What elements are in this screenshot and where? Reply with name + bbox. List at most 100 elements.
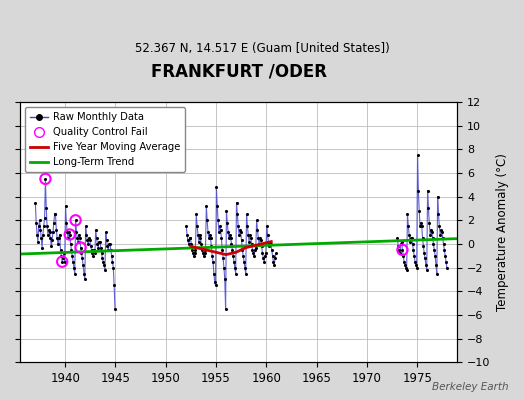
Point bbox=[270, 262, 278, 268]
Point bbox=[399, 253, 408, 259]
Point bbox=[222, 208, 231, 214]
Point bbox=[209, 258, 217, 265]
Point bbox=[256, 235, 264, 241]
Point bbox=[205, 235, 213, 241]
Point bbox=[88, 250, 96, 257]
Point bbox=[251, 247, 259, 253]
Point bbox=[422, 267, 431, 273]
Point bbox=[204, 229, 212, 235]
Point bbox=[41, 176, 50, 182]
Point bbox=[47, 243, 56, 250]
Point bbox=[64, 229, 73, 235]
Point bbox=[73, 235, 81, 241]
Point bbox=[429, 235, 437, 241]
Point bbox=[225, 235, 233, 241]
Point bbox=[71, 217, 80, 224]
Point bbox=[32, 220, 40, 226]
Point bbox=[212, 184, 221, 190]
Point bbox=[61, 203, 70, 209]
Point bbox=[206, 235, 215, 241]
Point bbox=[265, 243, 274, 250]
Point bbox=[230, 258, 238, 265]
Point bbox=[263, 223, 271, 230]
Point bbox=[62, 220, 71, 226]
Point bbox=[213, 203, 222, 209]
Point bbox=[401, 262, 409, 268]
Point bbox=[101, 267, 109, 273]
Point bbox=[268, 247, 276, 253]
Legend: Raw Monthly Data, Quality Control Fail, Five Year Moving Average, Long-Term Tren: Raw Monthly Data, Quality Control Fail, … bbox=[25, 107, 185, 172]
Point bbox=[434, 211, 443, 218]
Point bbox=[90, 247, 98, 253]
Point bbox=[50, 220, 58, 226]
Point bbox=[35, 217, 43, 224]
Point bbox=[56, 247, 64, 253]
Point bbox=[197, 241, 205, 247]
Point bbox=[71, 217, 80, 224]
Point bbox=[110, 282, 118, 288]
Point bbox=[93, 241, 102, 247]
Point bbox=[97, 250, 106, 257]
Point bbox=[72, 229, 81, 235]
Point bbox=[415, 208, 423, 214]
Point bbox=[191, 247, 200, 253]
Point bbox=[38, 244, 46, 251]
Point bbox=[226, 231, 234, 238]
Point bbox=[413, 152, 422, 158]
Point bbox=[403, 211, 412, 218]
Point bbox=[83, 237, 92, 244]
Point bbox=[420, 250, 429, 257]
Point bbox=[405, 231, 413, 238]
Point bbox=[266, 238, 274, 245]
Point bbox=[224, 229, 232, 235]
Point bbox=[91, 250, 99, 257]
Point bbox=[239, 253, 247, 259]
Point bbox=[394, 243, 402, 250]
Point bbox=[36, 226, 45, 233]
Point bbox=[96, 238, 104, 245]
Point bbox=[109, 264, 117, 271]
Point bbox=[106, 241, 114, 247]
Point bbox=[202, 203, 211, 209]
Point bbox=[194, 238, 203, 245]
Point bbox=[400, 258, 408, 265]
Point bbox=[211, 279, 219, 285]
Point bbox=[264, 231, 272, 238]
Point bbox=[51, 211, 60, 218]
Point bbox=[398, 247, 407, 253]
Point bbox=[208, 253, 216, 259]
Point bbox=[81, 223, 90, 230]
Point bbox=[39, 223, 48, 230]
Point bbox=[240, 258, 248, 265]
Point bbox=[234, 223, 243, 230]
Point bbox=[78, 255, 86, 261]
Point bbox=[66, 231, 74, 238]
Point bbox=[41, 176, 50, 182]
Point bbox=[60, 250, 68, 257]
Point bbox=[401, 264, 410, 271]
Point bbox=[259, 255, 268, 261]
Point bbox=[74, 238, 82, 245]
Point bbox=[398, 247, 407, 253]
Point bbox=[233, 211, 242, 218]
Point bbox=[241, 264, 249, 271]
Point bbox=[397, 238, 406, 245]
Title: FRANKFURT /ODER: FRANKFURT /ODER bbox=[150, 63, 326, 81]
Point bbox=[194, 231, 202, 238]
Point bbox=[267, 241, 275, 247]
Point bbox=[253, 226, 261, 233]
Point bbox=[33, 231, 41, 238]
Point bbox=[183, 231, 191, 238]
Point bbox=[220, 264, 228, 271]
Point bbox=[272, 250, 280, 257]
Point bbox=[229, 253, 237, 259]
Point bbox=[261, 253, 269, 259]
Point bbox=[437, 226, 445, 233]
Point bbox=[34, 238, 42, 245]
Point bbox=[85, 237, 94, 244]
Point bbox=[416, 223, 424, 230]
Point bbox=[393, 235, 401, 241]
Point bbox=[85, 235, 93, 241]
Point bbox=[237, 237, 246, 244]
Point bbox=[243, 211, 251, 218]
